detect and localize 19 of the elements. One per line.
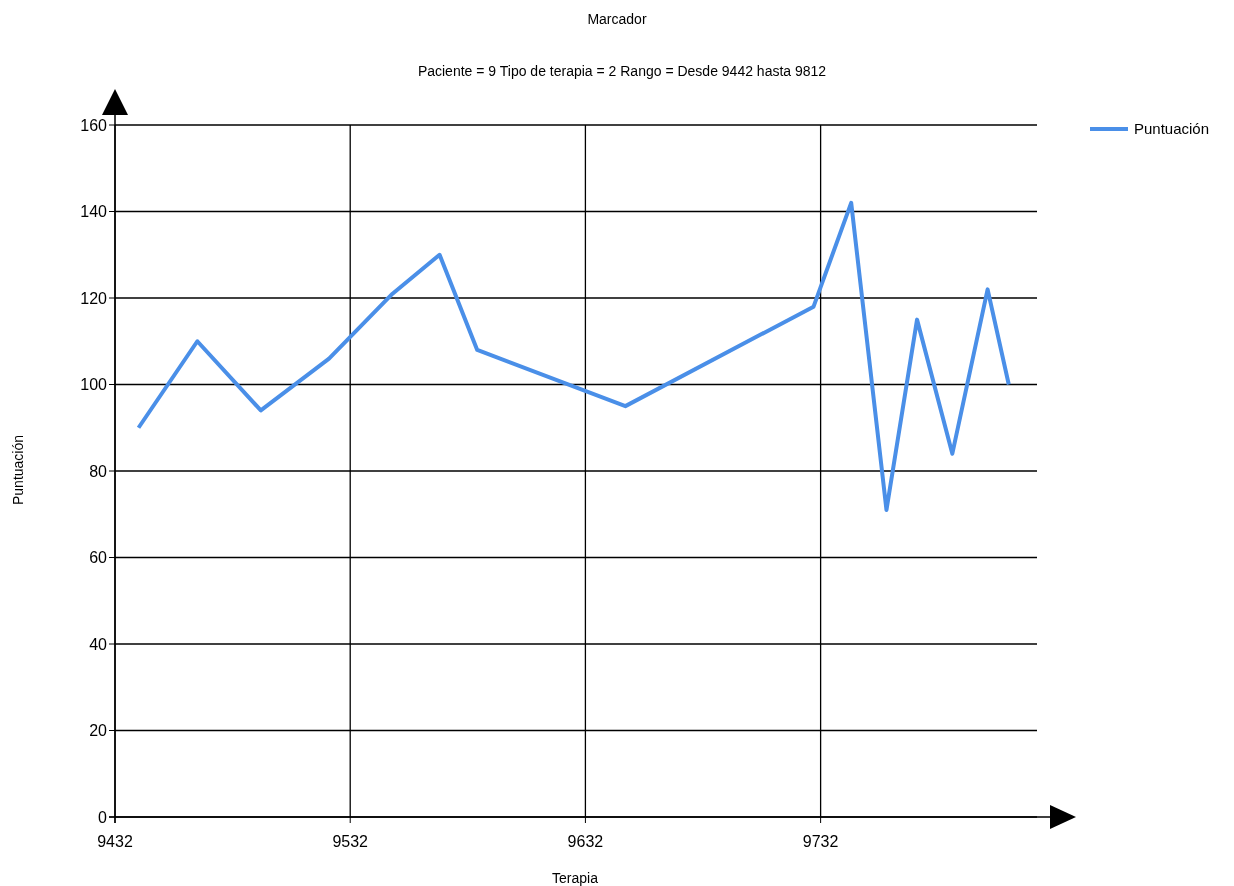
y-tick-label: 0 — [98, 808, 108, 826]
y-tick-label: 120 — [80, 289, 108, 307]
y-tick-label: 140 — [80, 203, 108, 221]
chart-title: Marcador — [587, 11, 647, 27]
x-tick-label: 9532 — [332, 833, 369, 850]
y-tick-label: 20 — [89, 722, 108, 740]
legend-label: Puntuación — [1134, 120, 1210, 138]
x-tick-label: 9632 — [567, 833, 604, 850]
y-tick-label: 40 — [89, 635, 108, 653]
line-series — [136, 200, 1011, 512]
y-tick-label: 160 — [80, 116, 108, 134]
y-axis-title: Puntuación — [10, 434, 26, 506]
x-axis-title: Terapia — [552, 870, 599, 886]
y-tick-label: 60 — [89, 549, 108, 567]
x-tick-label: 9732 — [802, 833, 839, 850]
chart-subtitle: Paciente = 9 Tipo de terapia = 2 Rango = Desde 9442 hasta 9812 — [417, 63, 827, 79]
y-tick-label: 80 — [89, 462, 108, 480]
x-tick-label: 9432 — [97, 833, 133, 850]
y-tick-label: 100 — [80, 376, 108, 394]
